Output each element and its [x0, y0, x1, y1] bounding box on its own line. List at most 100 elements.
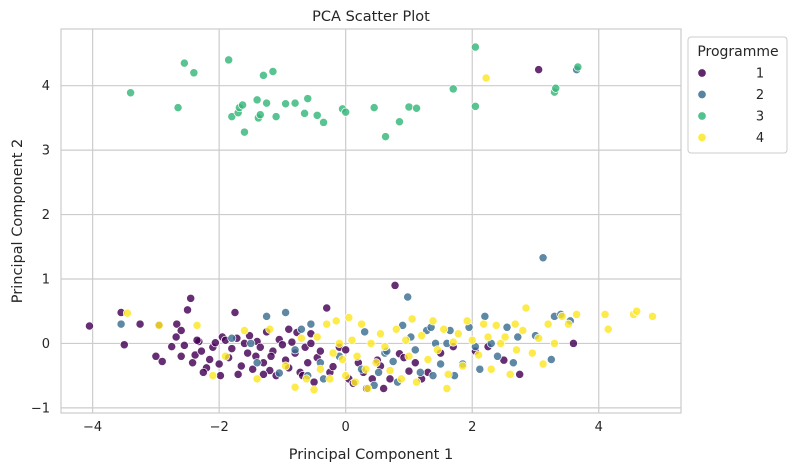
data-point-series-4	[347, 335, 357, 345]
data-point-series-4	[296, 333, 306, 343]
data-point-series-1	[306, 338, 316, 348]
data-point-series-2	[296, 324, 306, 334]
data-point-series-1	[277, 340, 287, 350]
y-tick-label: 2	[42, 208, 50, 223]
data-point-series-4	[512, 345, 521, 355]
data-point-series-2	[428, 371, 438, 381]
data-point-series-3	[258, 70, 268, 80]
data-point-series-3	[395, 117, 404, 127]
data-point-series-4	[432, 345, 442, 355]
data-point-series-2	[493, 351, 502, 361]
data-point-series-1	[215, 371, 225, 381]
data-point-series-4	[401, 335, 411, 345]
data-point-series-1	[157, 357, 167, 366]
data-point-series-3	[303, 94, 313, 104]
data-point-series-1	[410, 358, 420, 368]
data-point-series-4	[572, 309, 582, 319]
data-point-series-4	[603, 324, 613, 334]
data-point-series-1	[303, 358, 313, 368]
legend-label-4: 4	[756, 131, 764, 146]
legend-title: Programme	[697, 44, 778, 60]
data-point-series-3	[470, 101, 480, 111]
data-point-series-4	[252, 374, 262, 384]
data-point-series-4	[391, 324, 401, 334]
data-point-series-2	[436, 359, 446, 369]
data-point-series-4	[192, 320, 202, 330]
data-point-series-1	[287, 337, 297, 347]
legend-marker-3	[697, 111, 707, 121]
data-point-series-1	[379, 384, 389, 393]
data-point-series-4	[474, 350, 484, 360]
data-point-series-4	[338, 355, 347, 364]
data-point-series-1	[210, 338, 220, 348]
data-point-series-1	[255, 342, 265, 352]
data-point-series-4	[404, 351, 414, 361]
data-point-series-4	[600, 309, 610, 319]
x-tick-label: 4	[595, 420, 603, 435]
data-point-series-4	[352, 351, 362, 361]
data-point-series-3	[224, 55, 234, 65]
y-tick-label: 4	[42, 79, 50, 94]
tick-labels: −4 −2 0 2 4 −1 0 1 2 3 4	[31, 79, 603, 435]
data-point-series-4	[443, 369, 453, 379]
data-point-series-4	[423, 355, 433, 364]
data-point-series-1	[167, 342, 177, 352]
legend-marker-2	[697, 89, 707, 100]
data-point-series-4	[458, 361, 468, 371]
legend-label-1: 1	[756, 67, 764, 82]
data-point-series-4	[328, 348, 338, 358]
legend-marker-4	[697, 132, 707, 143]
data-point-series-2	[513, 332, 523, 342]
data-point-series-4	[281, 361, 291, 371]
legend: Programme 1 2 3 4	[687, 36, 788, 154]
data-point-series-4	[290, 382, 300, 392]
data-point-series-3	[255, 110, 265, 120]
data-point-series-4	[221, 351, 230, 361]
data-point-series-4	[417, 331, 427, 341]
scatter-points	[85, 42, 657, 395]
data-point-series-4	[385, 366, 395, 375]
data-point-series-4	[563, 319, 573, 329]
x-axis-label: Principal Component 1	[289, 447, 453, 463]
grid-lines	[61, 29, 681, 413]
data-point-series-3	[126, 88, 136, 98]
data-point-series-1	[186, 293, 196, 303]
y-tick-label: 0	[42, 337, 50, 352]
data-point-series-1	[172, 319, 182, 329]
data-point-series-4	[534, 333, 544, 343]
data-point-series-4	[357, 319, 366, 329]
data-point-series-4	[439, 324, 449, 334]
data-point-series-4	[154, 320, 164, 330]
plot-area-frame	[60, 28, 682, 414]
data-point-series-3	[381, 132, 391, 142]
data-point-series-1	[534, 65, 544, 75]
data-point-series-2	[538, 253, 548, 263]
data-point-series-2	[116, 319, 126, 329]
data-point-series-1	[404, 366, 414, 376]
legend-label-3: 3	[756, 110, 764, 125]
data-point-series-2	[360, 327, 370, 337]
data-point-series-2	[398, 320, 408, 330]
data-point-series-2	[227, 333, 237, 343]
data-point-series-3	[290, 98, 300, 108]
data-point-series-4	[483, 332, 493, 342]
data-point-series-3	[448, 84, 458, 94]
data-point-series-3	[573, 62, 583, 72]
data-point-series-4	[550, 338, 559, 348]
data-point-series-4	[334, 338, 344, 348]
data-point-series-1	[205, 355, 215, 364]
data-point-series-4	[648, 311, 657, 321]
data-point-series-1	[230, 308, 240, 317]
data-point-series-4	[331, 316, 341, 326]
data-point-series-4	[265, 324, 275, 334]
data-point-series-4	[325, 374, 335, 384]
data-point-series-2	[374, 367, 384, 377]
data-point-series-4	[632, 306, 642, 316]
data-point-series-1	[243, 348, 253, 358]
data-point-series-1	[227, 344, 237, 354]
data-point-series-3	[268, 67, 278, 76]
data-point-series-4	[302, 374, 311, 384]
data-point-series-1	[119, 340, 129, 350]
data-point-series-1	[171, 332, 181, 342]
data-point-series-1	[315, 346, 325, 356]
